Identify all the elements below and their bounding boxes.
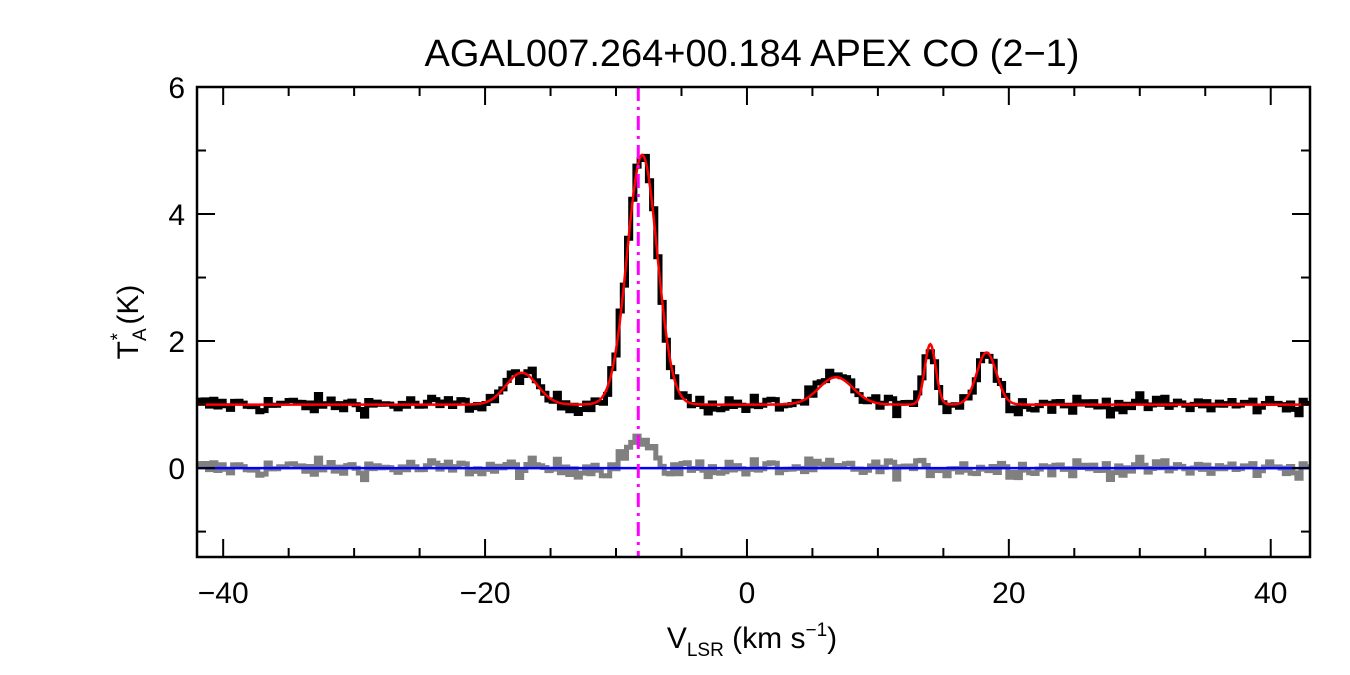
y-axis-label-main: T [112, 341, 145, 359]
fit-series [197, 153, 1310, 406]
y-axis-label-sup: * [108, 332, 129, 340]
residual-series [197, 433, 1310, 483]
ticks-layer [197, 86, 1310, 557]
series-layer [197, 87, 1310, 557]
x-axis-label-close: ) [827, 622, 837, 655]
x-tick-label: 20 [992, 577, 1025, 610]
y-tick-label: 6 [168, 72, 185, 105]
y-tick-label: 4 [168, 199, 185, 232]
x-axis-label-sub: LSR [687, 640, 724, 661]
y-axis-label-unit: (K) [112, 285, 145, 333]
x-tick-label: −20 [460, 577, 511, 610]
spectrum-series [197, 153, 1310, 419]
y-tick-label: 2 [168, 326, 185, 359]
x-tick-label: 0 [739, 577, 756, 610]
x-tick-label: 40 [1254, 577, 1287, 610]
plot-frame [195, 85, 1312, 559]
x-axis-label-sup: −1 [805, 620, 827, 641]
y-axis-label: TA* (K) [108, 285, 151, 360]
y-axis-label-sub: A [130, 328, 151, 341]
x-axis-label-main: V [667, 622, 687, 655]
x-axis-label: VLSR (km s−1) [667, 620, 837, 661]
y-tick-label: 0 [168, 453, 185, 486]
chart-title: AGAL007.264+00.184 APEX CO (2−1) [425, 33, 1080, 75]
x-tick-label: −40 [198, 577, 249, 610]
x-axis-label-unit: (km s [724, 622, 806, 655]
